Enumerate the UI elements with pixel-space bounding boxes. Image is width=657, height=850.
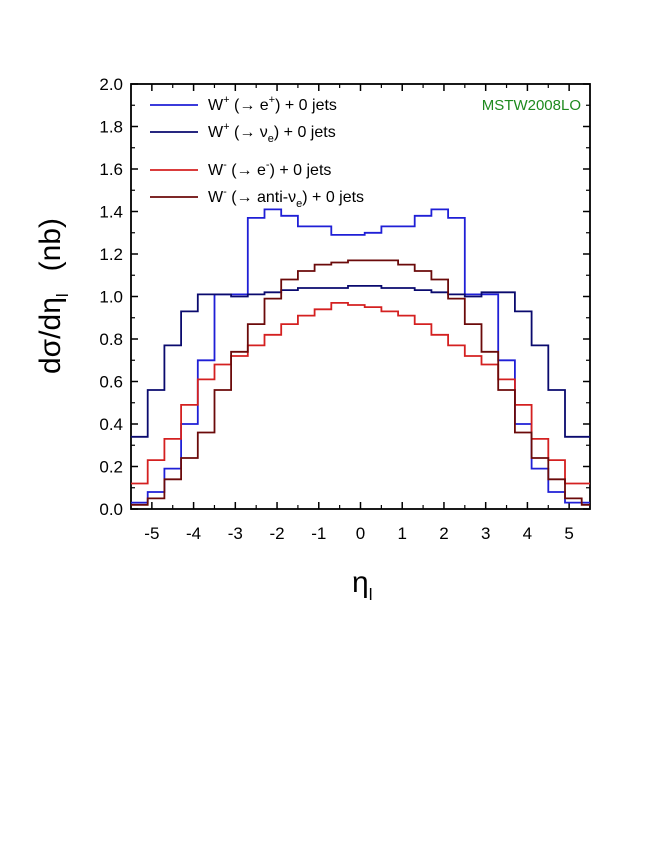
legend: W+ (→ e+) + 0 jets W+ (→ νe) + 0 jets W- (…	[150, 94, 364, 210]
x-tick-label: 1	[397, 524, 406, 543]
y-tick-label: 0.0	[99, 500, 123, 519]
series-line-2	[131, 285, 590, 438]
svg-text:ηl: ηl	[352, 566, 372, 604]
svg-text:dσ/dηl(nb): dσ/dηl(nb)	[34, 218, 72, 374]
y-axis-title: dσ/dηl(nb)	[34, 218, 72, 374]
y-tick-label: 2.0	[99, 75, 123, 94]
x-tick-label: -1	[311, 524, 326, 543]
y-tick-label: 1.2	[99, 245, 123, 264]
y-tick-label: 0.8	[99, 330, 123, 349]
y-tick-label: 1.0	[99, 288, 123, 307]
plot-frame	[130, 83, 591, 510]
legend-label-2: W+ (→ νe) + 0 jets	[208, 121, 336, 145]
series-line-3	[131, 302, 590, 485]
legend-label-3: W- (→ e-) + 0 jets	[208, 159, 331, 179]
series-layer	[131, 208, 590, 506]
y-tick-label: 0.4	[99, 415, 123, 434]
x-tick-label: -5	[144, 524, 159, 543]
y-tick-label: 0.6	[99, 373, 123, 392]
y-tick-label: 0.2	[99, 458, 123, 477]
x-tick-label: 0	[356, 524, 365, 543]
x-tick-label: 4	[523, 524, 532, 543]
x-tick-label: 3	[481, 524, 490, 543]
legend-label-1: W+ (→ e+) + 0 jets	[208, 94, 337, 114]
ticks: -5 -4 -3 -2 -1 0 1 2 3 4 5 0.0 0.2 0.4 0.6 0.8 1.0 1.2 1.4…	[99, 75, 590, 543]
x-axis-title: ηl	[352, 566, 372, 604]
series-line-4	[131, 259, 590, 506]
x-tick-label: -4	[186, 524, 201, 543]
series-line-1	[131, 208, 590, 504]
y-tick-label: 1.4	[99, 203, 123, 222]
y-tick-label: 1.6	[99, 160, 123, 179]
x-tick-label: 5	[564, 524, 573, 543]
x-tick-label: 2	[439, 524, 448, 543]
annotation-label: MSTW2008LO	[482, 97, 581, 114]
legend-label-4: W- (→ anti-νe) + 0 jets	[208, 186, 364, 210]
y-tick-label: 1.8	[99, 118, 123, 137]
x-tick-label: -2	[269, 524, 284, 543]
x-tick-label: -3	[228, 524, 243, 543]
